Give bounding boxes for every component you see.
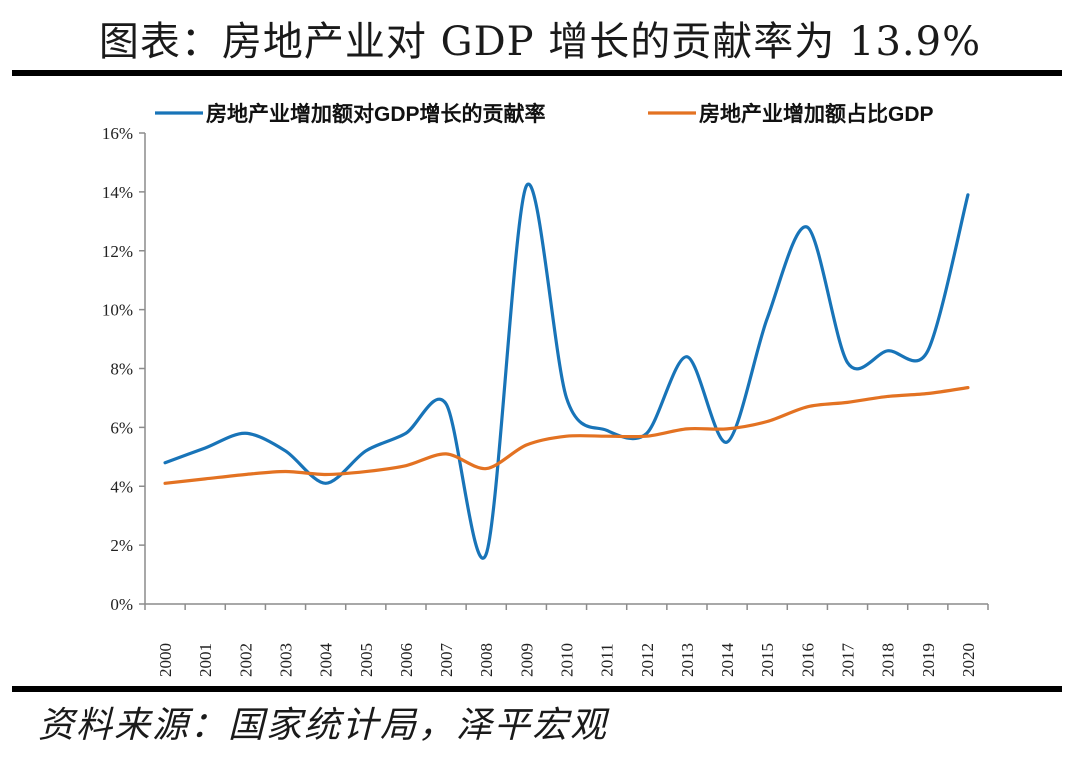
y-tick-label: 12% [102, 242, 133, 261]
y-tick-label: 6% [110, 418, 133, 437]
x-tick-label: 2011 [598, 643, 617, 676]
y-tick-label: 10% [102, 301, 133, 320]
line-chart: 房地产业增加额对GDP增长的贡献率 房地产业增加额占比GDP 0% 2% 4% 6% 8%… [102, 102, 989, 678]
y-tick-label: 2% [110, 536, 133, 555]
x-tick-label: 2019 [919, 643, 938, 677]
legend-label: 房地产业增加额对GDP增长的贡献率 [206, 102, 546, 126]
series-lines [163, 182, 970, 560]
x-tick-label: 2000 [156, 643, 175, 677]
y-tick-label: 4% [110, 477, 133, 496]
x-tick-label: 2013 [678, 643, 697, 677]
legend-item-share: 房地产业增加额占比GDP [648, 102, 934, 126]
y-axis: 0% 2% 4% 6% 8% 10% 12% 14% 16% [102, 124, 146, 614]
top-divider [12, 70, 1062, 76]
x-tick-label: 2009 [517, 643, 536, 677]
x-tick-label: 2005 [357, 643, 376, 677]
bottom-divider [12, 686, 1062, 692]
x-tick-label: 2001 [196, 643, 215, 677]
x-tick-label: 2014 [718, 643, 737, 678]
chart-title: 图表：房地产业对 GDP 增长的贡献率为 13.9% [98, 19, 982, 65]
x-tick-label: 2004 [317, 643, 336, 678]
legend-label: 房地产业增加额占比GDP [699, 102, 934, 126]
source-note: 资料来源：国家统计局，泽平宏观 [38, 705, 609, 746]
legend: 房地产业增加额对GDP增长的贡献率 房地产业增加额占比GDP [155, 102, 934, 126]
series-line-contribution [163, 182, 970, 560]
x-tick-label: 2015 [758, 643, 777, 677]
x-tick-label: 2018 [879, 643, 898, 677]
x-tick-label: 2020 [959, 643, 978, 677]
x-tick-label: 2003 [277, 643, 296, 677]
x-tick-label: 2008 [477, 643, 496, 677]
series-line-share [163, 386, 970, 485]
x-axis: 2000 2001 2002 2003 2004 2005 2006 2007 2008 2009… [144, 603, 989, 678]
y-tick-label: 0% [110, 595, 133, 614]
x-tick-label: 2006 [397, 643, 416, 677]
y-tick-label: 16% [102, 124, 133, 143]
x-tick-label: 2002 [236, 643, 255, 677]
x-tick-label: 2012 [638, 643, 657, 677]
x-tick-label: 2007 [437, 643, 456, 678]
legend-item-contribution: 房地产业增加额对GDP增长的贡献率 [155, 102, 546, 126]
y-tick-label: 8% [110, 360, 133, 379]
x-tick-label: 2016 [798, 643, 817, 677]
x-tick-label: 2010 [558, 643, 577, 677]
y-tick-label: 14% [102, 183, 133, 202]
x-tick-label: 2017 [839, 643, 858, 678]
